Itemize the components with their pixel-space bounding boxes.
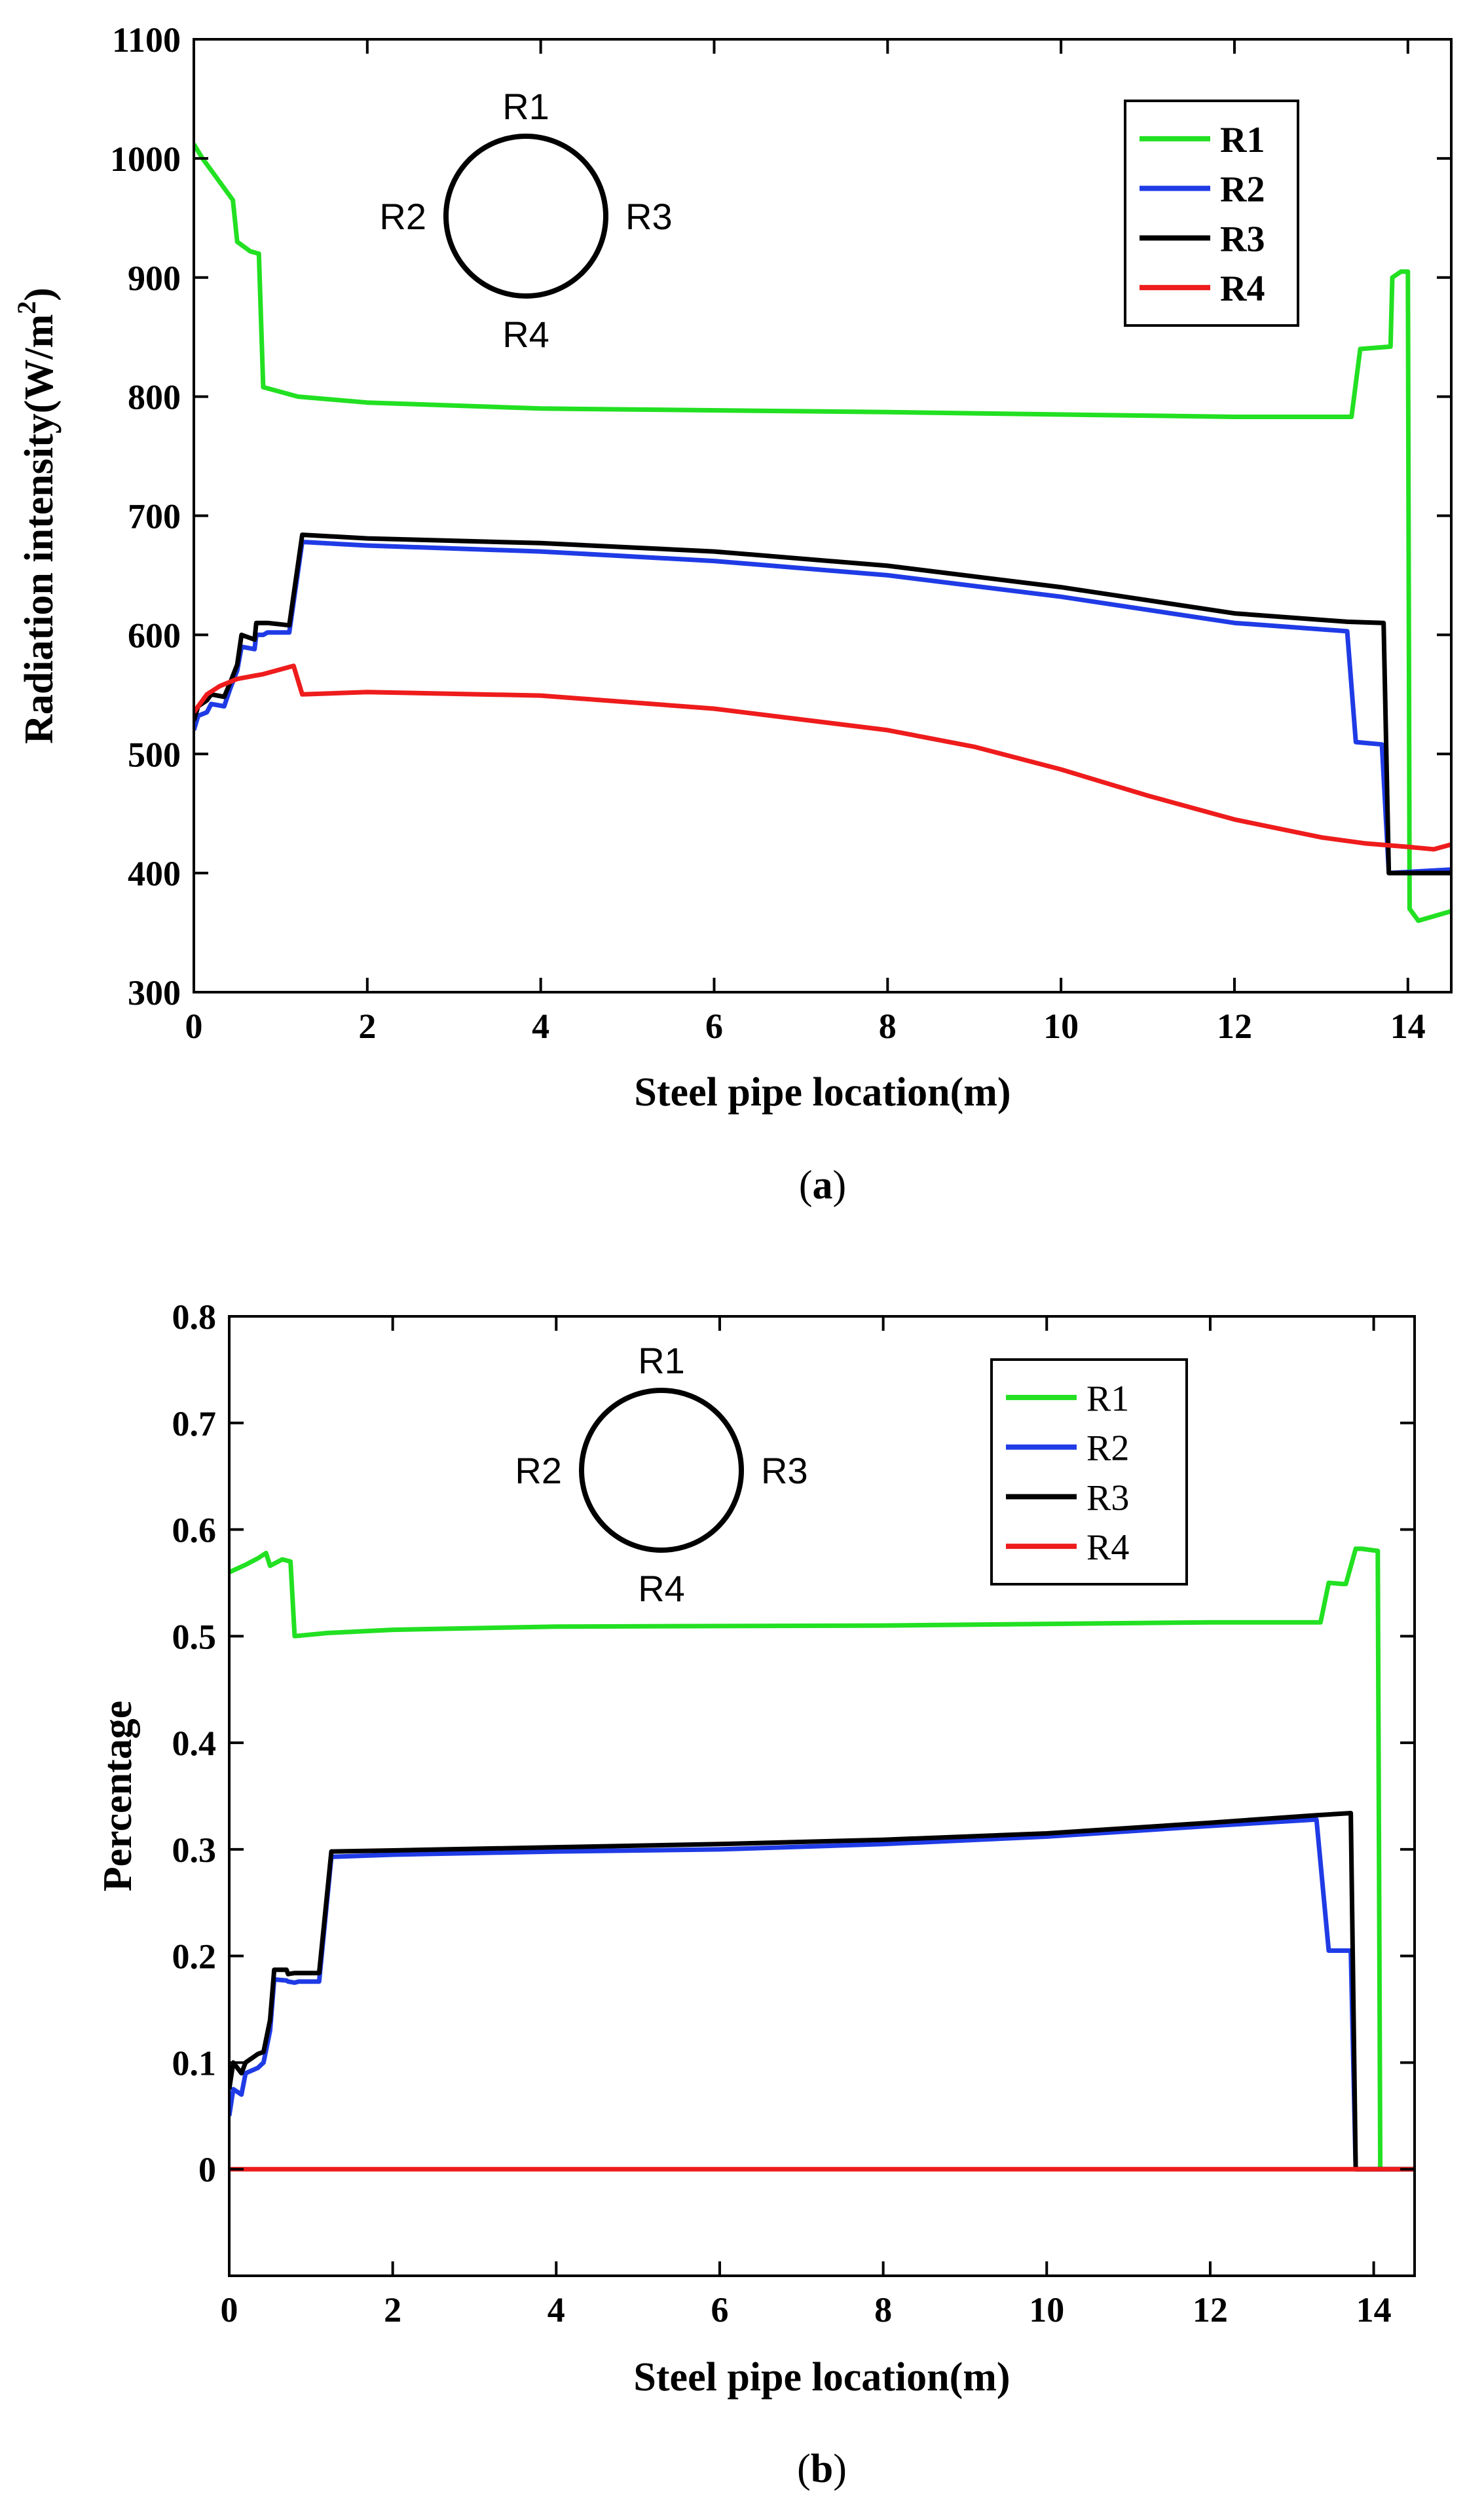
y-tick-label: 0.7 [172, 1404, 217, 1443]
legend-box [1124, 100, 1299, 327]
panel-b-caption-letter: b [811, 2447, 833, 2491]
pipe-circle [579, 1388, 744, 1553]
panel-b-legend: R1 R2 R3 R4 [990, 1358, 1188, 1586]
panel-a-caption-letter: a [813, 1163, 833, 1208]
x-tick-label: 2 [358, 1007, 376, 1046]
y-tick-label: 500 [128, 735, 181, 774]
panel-b-y-axis-label-main: Percentage [96, 1701, 140, 1891]
x-tick-label: 14 [1390, 1007, 1426, 1046]
x-tick-label: 4 [547, 2290, 565, 2329]
series-r2-line [229, 1817, 1415, 2172]
panel-b-caption-open: ( [797, 2447, 811, 2491]
axes-frame [228, 1315, 1416, 2277]
series-r4-line [194, 663, 1451, 852]
y-tick-label: 300 [128, 973, 181, 1012]
y-tick-label: 900 [128, 259, 181, 298]
legend-label-r4: R4 [1086, 1527, 1129, 1568]
panel-a-caption-open: ( [799, 1163, 813, 1208]
pipe-label-top: R1 [502, 86, 549, 127]
x-tick-label: 6 [711, 2290, 728, 2329]
panel-b-caption: (b) [797, 2447, 847, 2491]
panel-a-pipe-diagram: R1 R4 R2 R3 [379, 86, 672, 355]
pipe-circle [443, 134, 608, 299]
panel-a-caption-close: ) [833, 1163, 847, 1208]
series-r3-line [229, 1811, 1415, 2172]
panel-b-series [229, 1546, 1415, 2172]
pipe-label-left: R2 [379, 196, 426, 237]
y-tick-label: 1100 [112, 20, 181, 60]
panel-b-x-axis-label: Steel pipe location(m) [633, 2355, 1010, 2400]
legend-label-r4: R4 [1220, 269, 1265, 309]
panel-a-y-axis-label-end: ) [17, 288, 62, 301]
y-tick-label: 400 [128, 854, 181, 893]
x-tick-label: 0 [185, 1007, 203, 1046]
y-tick-label: 1000 [110, 139, 181, 179]
plot-background [229, 1316, 1415, 2276]
y-tick-label: 0.8 [172, 1297, 217, 1337]
y-tick-label: 0 [198, 2150, 216, 2189]
y-tick-label: 0.1 [172, 2043, 217, 2083]
x-tick-label: 14 [1356, 2290, 1392, 2329]
legend-label-r2: R2 [1220, 170, 1265, 210]
legend-label-r3: R3 [1220, 219, 1265, 259]
x-tick-label: 4 [532, 1007, 549, 1046]
panel-b-axes: 0 2 4 6 8 10 12 14 0 0.1 0.2 0.3 0.4 0.5 0.6 0.7 0.8 [172, 1297, 1416, 2329]
legend-label-r1: R1 [1220, 120, 1265, 160]
x-tick-label: 10 [1029, 2290, 1064, 2329]
y-tick-label: 0.4 [172, 1724, 217, 1763]
panel-a-y-axis-label-main: Radiation intensity(W/m [17, 314, 62, 744]
x-tick-label: 10 [1043, 1007, 1079, 1046]
y-tick-label: 0.6 [172, 1511, 217, 1550]
panel-a-y-axis-label: Radiation intensity(W/m2) [12, 288, 62, 744]
pipe-label-left: R2 [515, 1450, 562, 1491]
series-r1-line [229, 1546, 1384, 2172]
panel-b-caption-close: ) [833, 2447, 847, 2491]
y-tick-label: 700 [128, 497, 181, 536]
panel-b-pipe-diagram: R1 R4 R2 R3 [515, 1340, 807, 1609]
panel-a-y-axis-label-sup: 2 [12, 301, 41, 314]
panel-a-caption: (a) [799, 1163, 846, 1208]
pipe-label-right: R3 [625, 196, 673, 237]
series-r1-line [194, 143, 1451, 923]
legend-label-r3: R3 [1086, 1477, 1129, 1518]
panel-b-y-axis-label: Percentage [96, 1701, 140, 1891]
x-tick-label: 2 [384, 2290, 401, 2329]
panel-a-legend: R1 R2 R3 R4 [1124, 100, 1299, 327]
x-tick-label: 0 [221, 2290, 238, 2329]
pipe-label-right: R3 [761, 1450, 808, 1491]
y-tick-label: 0.5 [172, 1617, 217, 1656]
pipe-label-bottom: R4 [502, 314, 549, 355]
legend-label-r2: R2 [1086, 1428, 1129, 1469]
y-tick-label: 600 [128, 616, 181, 655]
x-tick-label: 8 [879, 1007, 897, 1046]
series-r3-line [194, 532, 1451, 876]
y-tick-label: 0.2 [172, 1937, 217, 1976]
panel-a-axes: 0 2 4 6 8 10 12 14 300 400 500 600 700 800 900 1000 1100 [110, 20, 1453, 1046]
series-r2-line [194, 540, 1451, 876]
panel-a-x-axis-label: Steel pipe location(m) [634, 1070, 1011, 1115]
panel-a: 0 2 4 6 8 10 12 14 300 400 500 600 700 800 900 1000 1100… [12, 20, 1453, 1208]
panel-a-series [194, 143, 1451, 923]
x-tick-label: 6 [705, 1007, 723, 1046]
y-tick-label: 0.3 [172, 1830, 217, 1870]
panel-b-plot-area [229, 1316, 1415, 2276]
legend-label-r1: R1 [1086, 1379, 1129, 1419]
x-tick-label: 12 [1193, 2290, 1228, 2329]
pipe-label-top: R1 [638, 1340, 685, 1381]
x-tick-label: 12 [1217, 1007, 1252, 1046]
y-tick-label: 800 [128, 378, 181, 417]
pipe-label-bottom: R4 [638, 1568, 685, 1609]
x-tick-label: 8 [874, 2290, 892, 2329]
